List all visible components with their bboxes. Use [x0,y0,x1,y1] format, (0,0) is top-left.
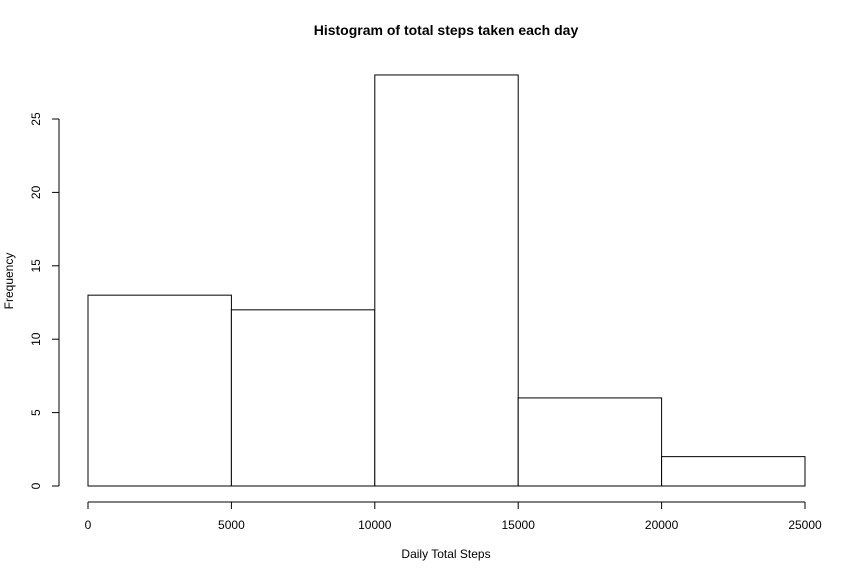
x-tick-label: 10000 [358,518,392,532]
x-axis-label: Daily Total Steps [401,547,490,561]
bar-0-5000 [87,294,232,487]
y-tick-label: 0 [29,482,43,489]
y-axis: 0 5 10 15 20 25 [29,112,60,489]
bars-group [87,74,806,487]
x-tick-label: 5000 [218,518,245,532]
x-tick-label: 20000 [645,518,679,532]
x-tick-label: 25000 [788,518,822,532]
bar-15000-20000 [517,397,663,487]
y-tick-label: 10 [29,332,43,346]
bar-5000-10000 [230,309,376,487]
chart-title: Histogram of total steps taken each day [314,22,579,38]
y-tick-label: 15 [29,259,43,273]
x-tick-label: 15000 [502,518,536,532]
x-tick-label: 0 [85,518,92,532]
bar-10000-15000 [374,74,519,487]
y-tick-label: 25 [29,112,43,126]
bar-20000-25000 [661,456,806,487]
x-axis: 0 5000 10000 15000 20000 25000 [85,501,822,532]
y-tick-label: 5 [29,409,43,416]
y-axis-label: Frequency [2,253,16,310]
y-tick-label: 20 [29,185,43,199]
